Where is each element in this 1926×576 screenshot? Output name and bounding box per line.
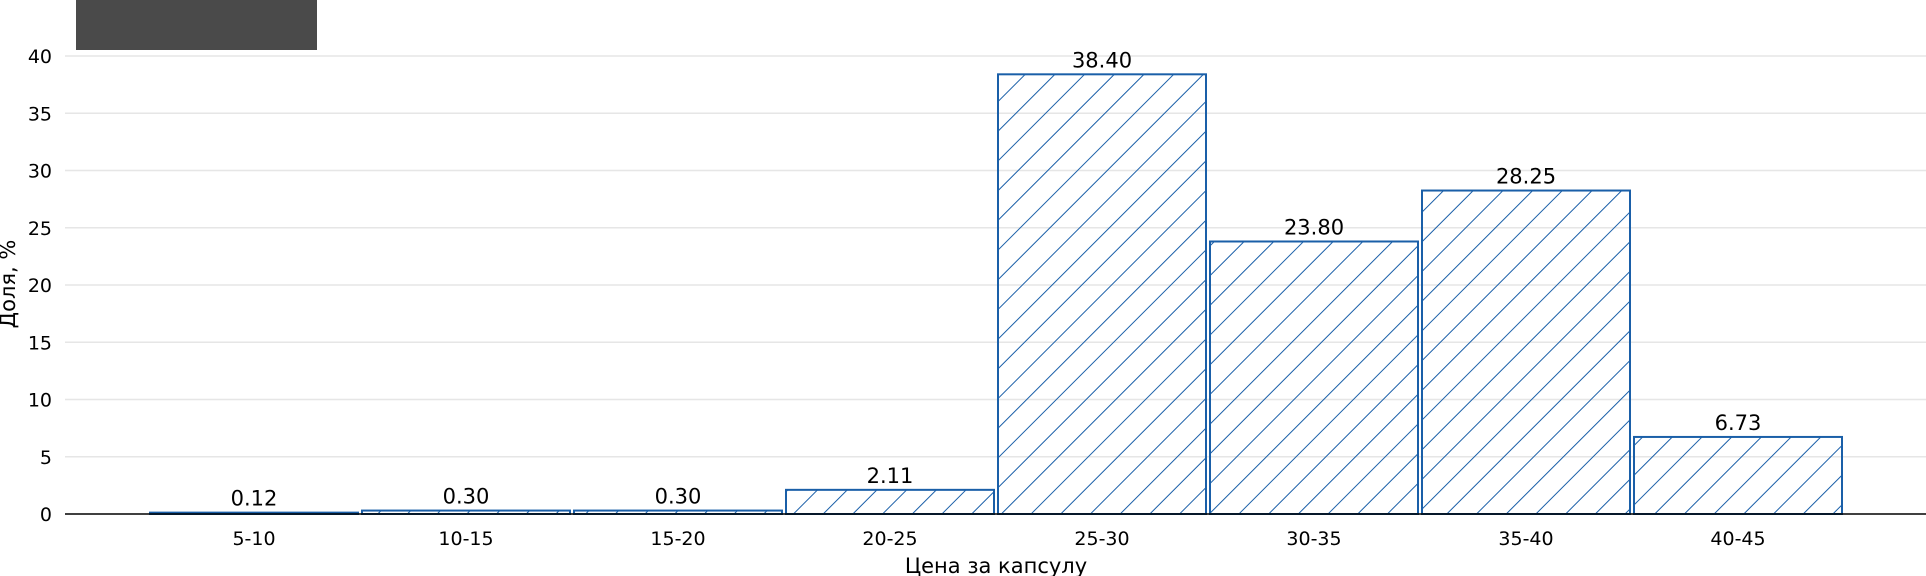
x-axis-title: Цена за капсулу bbox=[905, 554, 1087, 576]
bar-value-label: 0.12 bbox=[231, 487, 278, 511]
x-tick-label: 25-30 bbox=[1074, 528, 1129, 550]
y-tick-label: 10 bbox=[28, 390, 52, 412]
y-tick-label: 20 bbox=[28, 275, 52, 297]
bar bbox=[1633, 435, 1843, 515]
y-tick-label: 25 bbox=[28, 218, 52, 240]
bar-value-label: 6.73 bbox=[1715, 411, 1762, 435]
data-labels: 0.12 0.30 0.30 2.11 38.40 23.80 28.25 6.73 bbox=[231, 48, 1762, 510]
x-tick-label: 35-40 bbox=[1498, 528, 1553, 550]
bar-value-label: 23.80 bbox=[1284, 215, 1344, 239]
x-tick-label: 40-45 bbox=[1710, 528, 1765, 550]
x-tick-label: 5-10 bbox=[232, 528, 275, 550]
bar-value-label: 0.30 bbox=[655, 485, 702, 509]
bar-value-label: 38.40 bbox=[1072, 48, 1132, 72]
y-tick-label: 35 bbox=[28, 103, 52, 125]
bar bbox=[997, 73, 1207, 515]
x-tick-label: 30-35 bbox=[1286, 528, 1341, 550]
x-tick-label: 20-25 bbox=[862, 528, 917, 550]
gridlines bbox=[65, 55, 1926, 458]
x-tick-label: 10-15 bbox=[438, 528, 493, 550]
x-tick-label: 15-20 bbox=[650, 528, 705, 550]
bar-value-label: 0.30 bbox=[443, 485, 490, 509]
bar-value-label: 2.11 bbox=[867, 464, 914, 488]
y-tick-label: 5 bbox=[40, 447, 52, 469]
legend-box bbox=[76, 0, 317, 50]
y-tick-label: 30 bbox=[28, 161, 52, 183]
bar-value-label: 28.25 bbox=[1496, 165, 1556, 189]
y-axis-title: Доля, % bbox=[0, 240, 20, 329]
y-tick-label: 0 bbox=[40, 504, 52, 526]
bar bbox=[1209, 240, 1419, 516]
y-tick-label: 40 bbox=[28, 46, 52, 68]
y-tick-labels: 0 5 10 15 20 25 30 35 40 bbox=[28, 46, 52, 526]
y-tick-label: 15 bbox=[28, 332, 52, 354]
x-tick-labels: 5-10 10-15 15-20 20-25 25-30 30-35 35-40 40-45 bbox=[232, 528, 1765, 550]
bar bbox=[1421, 189, 1631, 515]
bars bbox=[149, 73, 1843, 516]
bar bbox=[785, 488, 995, 516]
